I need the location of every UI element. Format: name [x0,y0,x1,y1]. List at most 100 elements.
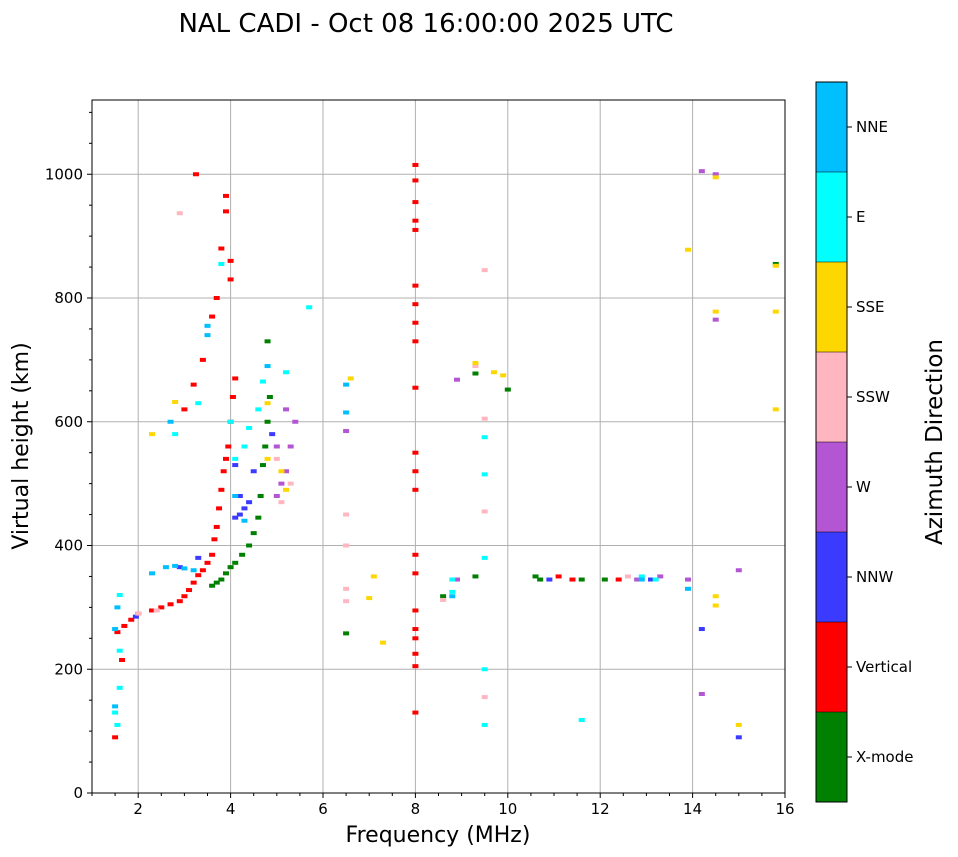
data-point-sse [172,399,179,404]
x-tick-label: 12 [591,800,610,818]
data-point-x-mode [537,577,544,582]
data-point-nne [264,364,271,369]
data-point-nnw [195,555,202,560]
data-point-vertical [190,580,197,585]
colorbar-tick-label: NNW [856,568,893,586]
data-point-e [578,717,585,722]
data-point-w [273,494,280,498]
data-point-vertical [158,605,165,610]
data-point-nne [181,566,188,571]
data-point-vertical [209,314,216,319]
data-point-vertical [176,599,183,604]
data-point-vertical [412,469,419,474]
data-point-nne [112,704,119,709]
data-point-nnw [246,500,253,505]
colorbar-segment-sse [816,262,847,352]
data-point-vertical [213,524,220,529]
data-point-sse [370,574,377,579]
data-point-vertical [181,594,188,599]
data-point-w [712,172,719,177]
data-point-vertical [412,710,419,715]
data-point-e [481,555,488,560]
data-point-vertical [112,735,119,740]
data-point-w [273,444,280,449]
data-point-e [255,407,262,412]
data-point-vertical [220,469,227,474]
x-tick-label: 10 [498,800,517,818]
data-point-w [453,577,460,582]
data-point-x-mode [264,419,271,424]
y-tick-label: 200 [54,660,83,678]
y-axis-ticks: 0 200 400 600 800 1000 [45,111,92,802]
data-point-sse [712,309,719,314]
data-point-nne [241,518,248,523]
data-point-vertical [227,277,234,282]
x-tick-label: 4 [226,800,236,818]
data-point-nne [114,605,121,610]
x-axis-ticks: 2 4 6 8 10 12 14 16 [91,793,795,818]
x-tick-label: 16 [775,800,794,818]
data-point-ssw [273,456,280,461]
x-axis-label: Frequency (MHz) [346,823,531,848]
data-point-x-mode [504,387,511,392]
data-point-nne [162,565,169,570]
colorbar-tick-label: X-mode [856,748,913,766]
grid-lines [92,100,786,794]
data-point-vertical [211,537,218,542]
data-point-nne [167,419,174,424]
data-point-e [306,305,313,310]
data-point-w [292,419,299,424]
data-point-sse [684,247,691,252]
data-point-x-mode [222,571,229,576]
colorbar-tick-label: W [856,478,871,496]
data-point-vertical [412,552,419,557]
colorbar-segment-w [816,442,847,532]
data-point-vertical [204,560,211,565]
colorbar-tick-label: Vertical [856,658,912,676]
data-point-nnw [241,506,248,511]
data-point-x-mode [532,574,539,579]
data-point-ssw [440,597,447,602]
y-tick-label: 400 [54,537,83,555]
data-point-vertical [192,172,199,177]
data-point-e [283,370,290,375]
data-point-vertical [218,246,225,251]
data-point-e [227,419,234,424]
data-point-sse [712,594,719,599]
data-point-ssw [287,481,294,486]
data-point-nnw [546,577,553,582]
data-point-nne [204,333,211,338]
data-point-ssw [278,500,285,505]
data-point-x-mode [578,577,585,582]
data-point-e [116,648,123,653]
data-point-x-mode [257,494,264,498]
x-tick-label: 2 [133,800,143,818]
data-point-e [218,261,225,266]
data-point-vertical [209,552,216,557]
data-point-w [684,577,691,582]
data-point-vertical [412,487,419,492]
data-point-vertical [412,339,419,344]
data-point-vertical [119,657,126,662]
data-point-sse [264,456,271,461]
data-point-nne [204,323,211,328]
data-point-w [657,574,664,579]
y-tick-label: 800 [54,289,83,307]
data-point-sse [735,722,742,727]
data-point-sse [347,376,354,381]
data-point-vertical [412,627,419,632]
data-point-sse [490,370,497,375]
data-point-nne [172,563,179,568]
data-point-nnw [269,432,276,437]
data-point-w [283,407,290,412]
colorbar-segment-nne [816,82,847,172]
data-point-x-mode [255,515,262,520]
data-point-vertical [199,568,206,573]
data-point-sse [712,175,719,180]
data-point-vertical [412,320,419,325]
data-point-nne [638,577,645,582]
data-point-nnw [176,565,183,570]
data-point-sse [149,432,156,437]
data-point-vertical [213,296,220,300]
data-point-vertical [218,487,225,492]
